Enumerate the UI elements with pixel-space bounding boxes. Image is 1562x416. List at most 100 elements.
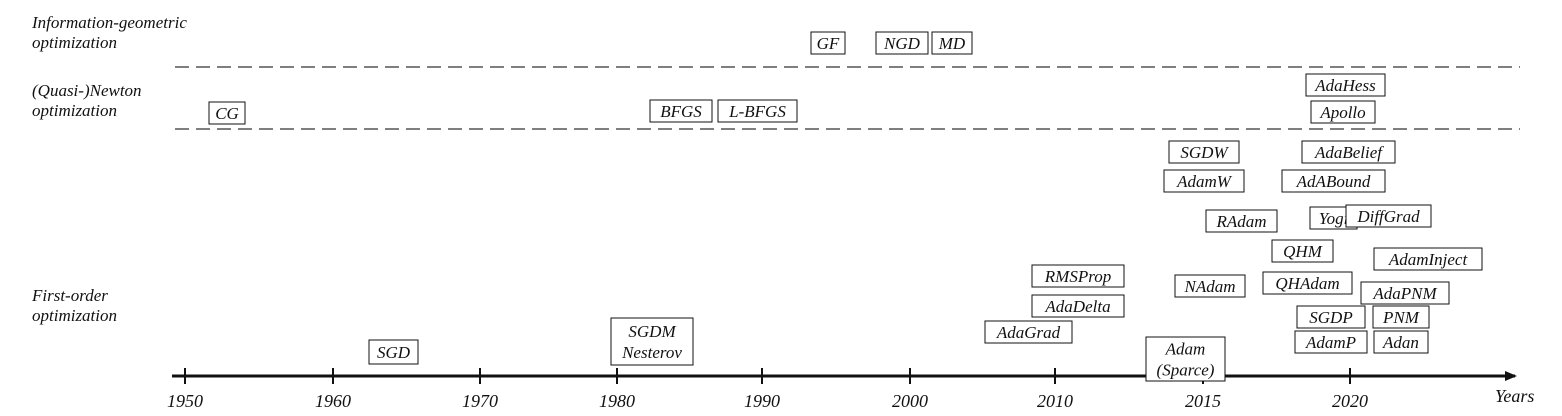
method-box-frame [1360,281,1450,305]
method-box-frame [368,339,419,365]
method-box-frame [875,31,929,55]
method-box-frame [1373,247,1483,271]
method-label-qhadam: QHAdam [1275,274,1339,293]
method-label-gf: GF [817,34,840,53]
method-box-sgd: SGD [368,339,419,365]
method-box-frame [610,317,694,366]
method-box-frame [1310,100,1376,124]
method-box-frame [1262,271,1353,295]
method-label-adam: (Sparce) [1157,361,1215,380]
method-label-radam: RAdam [1215,212,1266,231]
method-box-qhm: QHM [1271,239,1334,263]
method-box-frame [1271,239,1334,263]
method-label-adadelta: AdaDelta [1044,297,1110,316]
method-box-sgdw: SGDW [1168,140,1240,164]
method-box-frame [1145,336,1226,382]
method-label-pnm: PNM [1382,308,1420,327]
method-box-frame [1296,305,1366,329]
method-box-frame [1294,330,1368,354]
axis-label-years: Years [1495,386,1534,406]
method-boxes: GF NGD MD CG BFGS L-BFGS AdaHess Apollo SGD SGDM N… [208,31,1483,382]
method-box-adamw: AdamW [1163,169,1245,193]
method-box-frame [1205,209,1278,233]
method-box-adapnm: AdaPNM [1360,281,1450,305]
method-box-adadelta: AdaDelta [1031,294,1125,318]
method-box-frame [649,99,713,123]
method-box-sgdm: SGDM Nesterov [610,317,694,366]
method-label-cg: CG [215,104,239,123]
axis-tick-label-2010: 2010 [1037,391,1073,411]
method-label-adaminject: AdamInject [1388,250,1469,269]
method-box-radam: RAdam [1205,209,1278,233]
axis-tick-label-2015: 2015 [1185,391,1221,411]
method-box-adamp: AdamP [1294,330,1368,354]
method-label-ngd: NGD [883,34,921,53]
method-label-qhm: QHM [1283,242,1323,261]
category-label-first-order: First-order optimization [31,286,117,325]
method-box-adabound: AdABound [1281,169,1386,193]
method-label-apollo: Apollo [1319,103,1365,122]
method-label-adamp: AdamP [1305,333,1356,352]
method-box-frame [1372,305,1430,329]
method-box-bfgs: BFGS [649,99,713,123]
method-box-frame [1168,140,1240,164]
method-box-frame [1305,73,1386,97]
method-box-rmsprop: RMSProp [1031,264,1125,288]
method-box-pnm: PNM [1372,305,1430,329]
method-label-adahess: AdaHess [1314,76,1376,95]
method-label-rmsprop: RMSProp [1044,267,1111,286]
method-label-sgdm: Nesterov [621,343,682,362]
method-box-frame [717,99,798,123]
method-box-adaminject: AdamInject [1373,247,1483,271]
method-label-nadam: NAdam [1184,277,1236,296]
method-box-adabelief: AdaBelief [1301,140,1396,164]
method-box-adahess: AdaHess [1305,73,1386,97]
method-label-md: MD [938,34,966,53]
method-box-nadam: NAdam [1174,274,1246,298]
method-box-frame [1031,294,1125,318]
method-box-md: MD [931,31,973,55]
method-label-sgdp: SGDP [1309,308,1352,327]
axis-ticks: 1950 1960 1970 1980 1990 2000 2010 2015 2020 [167,368,1368,411]
category-label-quasi-newton: (Quasi-)Newton optimization [32,81,146,120]
method-box-frame [1163,169,1245,193]
axis-tick-label-1960: 1960 [315,391,351,411]
method-box-frame [1345,204,1432,228]
category-label-info-geometric: Information-geometric optimization [31,13,191,52]
method-box-frame [1281,169,1386,193]
method-box-frame [931,31,973,55]
method-label-lbfgs: L-BFGS [728,102,786,121]
method-box-diffgrad: DiffGrad [1345,204,1432,228]
method-label-sgdw: SGDW [1180,143,1229,162]
method-label-adapnm: AdaPNM [1372,284,1437,303]
method-label-yogi: Yogi [1319,209,1349,228]
method-box-frame [984,320,1073,344]
method-box-frame [1031,264,1125,288]
method-label-adan: Adan [1382,333,1419,352]
method-label-sgd: SGD [377,343,411,362]
axis-tick-label-1970: 1970 [462,391,498,411]
method-box-yogi: Yogi [1309,206,1358,230]
axis-tick-label-1990: 1990 [744,391,780,411]
axis-tick-label-2020: 2020 [1332,391,1368,411]
method-box-adam: Adam (Sparce) [1145,336,1226,382]
method-box-frame [1373,330,1429,354]
method-label-bfgs: BFGS [660,102,702,121]
method-label-adam: Adam [1165,340,1206,359]
method-box-frame [810,31,846,55]
method-box-adagrad: AdaGrad [984,320,1073,344]
axis-tick-label-1950: 1950 [167,391,203,411]
axis-tick-label-2000: 2000 [892,391,928,411]
method-box-cg: CG [208,101,246,125]
method-box-adan: Adan [1373,330,1429,354]
method-box-sgdp: SGDP [1296,305,1366,329]
method-box-ngd: NGD [875,31,929,55]
method-label-adabound: AdABound [1296,172,1371,191]
method-box-frame [208,101,246,125]
method-label-diffgrad: DiffGrad [1356,207,1420,226]
method-box-gf: GF [810,31,846,55]
method-box-frame [1301,140,1396,164]
axis-tick-label-1980: 1980 [599,391,635,411]
method-box-frame [1174,274,1246,298]
